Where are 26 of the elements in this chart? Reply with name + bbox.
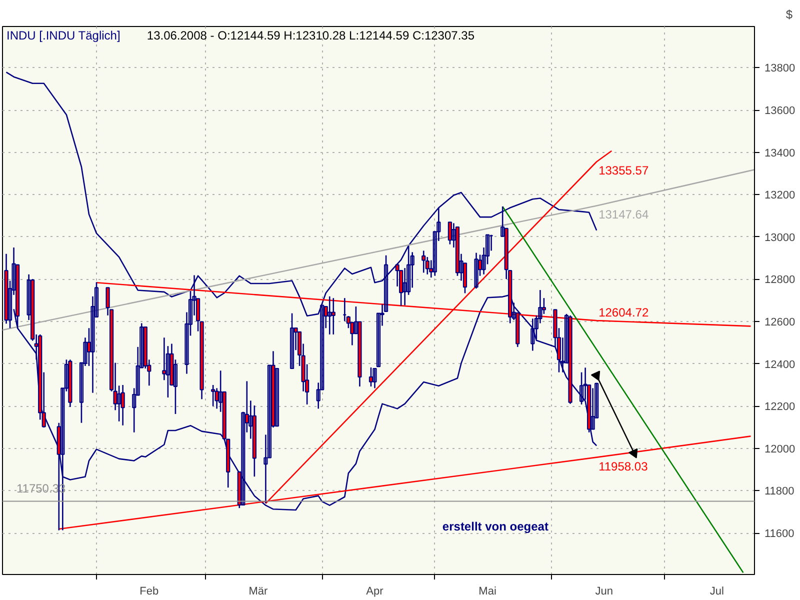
chart-title: INDU [.INDU Täglich] — [6, 28, 120, 42]
y-tick-label: 11800 — [764, 486, 794, 498]
y-tick-label: 13000 — [764, 232, 796, 244]
x-tick-label: Feb — [140, 586, 159, 598]
y-tick-label: 12800 — [764, 274, 796, 286]
x-tick-label: Jul — [710, 586, 724, 598]
series-label: 13147.64 — [598, 208, 649, 222]
y-tick-label: 12200 — [764, 401, 796, 414]
x-tick-label: Mär — [248, 586, 268, 598]
x-tick-label: Jun — [595, 586, 613, 598]
x-tick-label: Apr — [366, 586, 384, 598]
series-label: 12604.72 — [598, 306, 649, 320]
y-tick-label: 12400 — [764, 358, 796, 371]
annotation: erstellt von oegeat — [442, 519, 548, 534]
x-tick-label: Mai — [478, 586, 496, 598]
y-axis-title: $ — [786, 8, 793, 22]
y-tick-label: 12600 — [764, 316, 796, 329]
chart-subtitle: 13.06.2008 - O:12144.59 H:12310.28 L:12144.59 C:12307.35 — [146, 28, 475, 42]
series-label: 11958.03 — [598, 459, 648, 474]
y-tick-label: 12000 — [764, 443, 796, 456]
y-tick-label: 13400 — [764, 147, 796, 160]
y-tick-label: 13600 — [764, 105, 796, 118]
series-label: 13355.57 — [598, 164, 649, 178]
y-tick-label: 13800 — [764, 62, 796, 75]
y-tick-label: 13200 — [764, 190, 796, 202]
y-tick-label: 11600 — [764, 528, 794, 540]
